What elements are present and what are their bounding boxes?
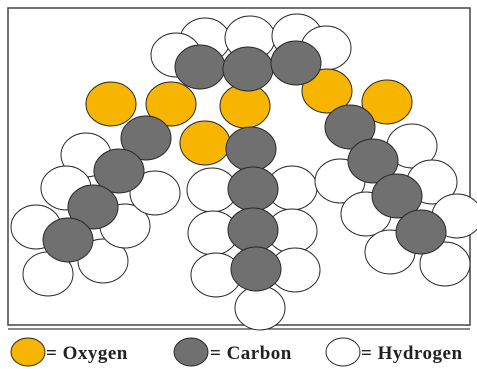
oxygen-atom — [85, 81, 137, 127]
carbon-atom — [347, 138, 399, 184]
legend-carbon-label: = Carbon — [210, 343, 292, 364]
oxygen-atom — [361, 79, 413, 125]
carbon-atom — [42, 217, 94, 263]
carbon-atom — [67, 184, 119, 230]
carbon-atom — [227, 207, 279, 253]
molecule-atoms — [10, 13, 477, 331]
carbon-atom — [324, 104, 376, 150]
legend: = Oxygen = Carbon = Hydrogen — [10, 337, 463, 367]
carbon-atom — [395, 209, 447, 255]
carbon-atom — [270, 40, 322, 86]
carbon-atom — [93, 148, 145, 194]
hydrogen-atom — [419, 241, 471, 287]
legend-carbon-swatch — [173, 337, 209, 367]
carbon-atom — [225, 126, 277, 172]
oxygen-atom — [145, 81, 197, 127]
hydrogen-atom — [129, 170, 181, 216]
carbon-atom — [222, 46, 274, 92]
legend-hydrogen-swatch — [325, 337, 361, 367]
legend-oxygen-label: = Oxygen — [46, 343, 128, 364]
carbon-atom — [371, 173, 423, 219]
oxygen-atom — [301, 68, 353, 114]
legend-hydrogen-label: = Hydrogen — [361, 343, 463, 364]
carbon-atom — [230, 246, 282, 292]
carbon-atom — [120, 115, 172, 161]
carbon-atom — [227, 166, 279, 212]
oxygen-atom — [179, 120, 231, 166]
carbon-atom — [174, 44, 226, 90]
hydrogen-atom — [234, 285, 286, 331]
legend-oxygen-swatch — [10, 337, 46, 367]
